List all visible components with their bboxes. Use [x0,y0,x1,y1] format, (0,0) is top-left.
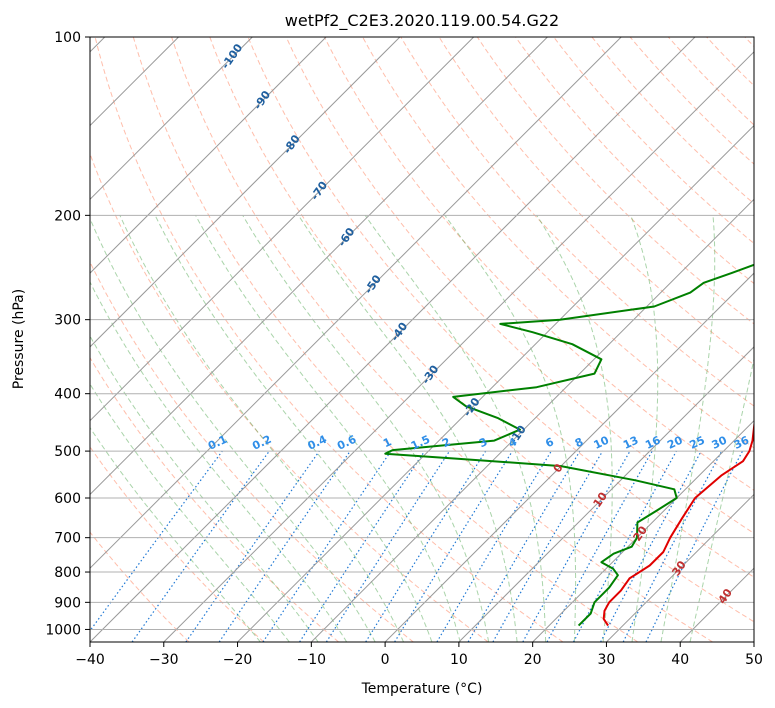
isotherm-line [384,272,754,642]
mixing-ratio-line [185,450,320,642]
y-tick-label: 700 [54,531,81,547]
mixing-ratio-label: 30 [710,433,730,451]
x-tick-label: −30 [149,652,179,668]
isotherm-line [90,37,475,422]
mixing-ratio-label: 16 [643,433,663,451]
dry-adiabat [515,37,754,285]
mixing-ratio-label: 25 [688,434,707,452]
y-tick-label: 200 [54,208,81,224]
isotherm-line [606,493,754,642]
mixing-ratio-line [325,450,451,642]
moist-adiabat [90,217,376,642]
isotherm-line [90,37,401,348]
x-tick-label: 40 [671,652,689,668]
mixing-ratio-line [262,450,392,642]
x-axis-ticks: −40 −30 −20 −10 0 10 20 30 40 50 [75,642,763,668]
dry-adiabat [323,37,754,491]
isotherm-line [90,37,622,569]
dry-adiabat [90,152,489,642]
mixing-ratio-line [299,450,426,642]
profiles [384,263,754,627]
isotherm-line [532,419,754,642]
y-tick-label: 800 [54,565,81,581]
mixing-ratio-label: 10 [592,433,612,451]
x-tick-label: −40 [75,652,105,668]
mixing-ratio-labels: 0.1 0.2 0.4 0.6 1 1.5 2 3 4 6 8 10 13 16 20 25 30 36 [206,433,751,453]
moist-adiabat [630,215,659,642]
moist-adiabat [689,356,754,642]
mixing-ratio-line [572,450,677,642]
isobar-gridlines [90,37,754,630]
dry-adiabat [171,37,713,642]
isotherm-line [90,37,327,274]
moist-adiabat [90,426,261,642]
dry-adiabat [132,37,639,642]
mixing-ratio-line [131,450,270,642]
x-tick-label: −10 [297,652,327,668]
dry-adiabat [362,37,754,449]
moist-adiabat [298,215,518,642]
mixing-ratio-label: 13 [621,434,640,452]
y-tick-label: 1000 [45,622,81,638]
dry-adiabat [90,446,265,642]
dry-adiabat [94,37,564,642]
dry-adiabat [90,356,339,642]
isotherm-line [237,124,754,642]
mixing-ratio-line [436,450,552,642]
mixing-ratio-lines [90,450,744,642]
isotherm-line [90,37,253,201]
dry-adiabat [209,37,754,623]
y-tick-label: 300 [54,313,81,329]
moist-adiabat [90,335,319,642]
x-axis-label: Temperature (°C) [361,681,483,697]
x-tick-label: 0 [381,652,390,668]
moist-adiabat [195,215,461,642]
moist-adiabat [154,215,433,642]
x-tick-label: 10 [450,652,468,668]
x-tick-label: 50 [745,652,763,668]
isotherm-line [90,37,696,642]
temperature-profile-line [602,421,754,627]
chart-title: wetPf2_C2E3.2020.119.00.54.G22 [285,11,559,31]
mixing-ratio-line [645,450,744,642]
moist-adiabat [536,215,613,642]
moist-adiabat [90,280,348,642]
isotherm-line [753,641,754,642]
mixing-ratio-label: 20 [665,433,685,451]
plot-background [90,37,754,642]
isotherm-line [163,51,754,642]
mixing-ratio-label: 36 [732,433,752,451]
dry-adiabat [438,37,754,366]
isotherm-line [310,198,754,642]
y-tick-label: 900 [54,595,81,611]
moist-adiabat [119,215,405,642]
moist-adiabat [364,215,547,642]
y-tick-label: 400 [54,387,81,403]
x-tick-label: 20 [524,652,542,668]
moist-adiabat [660,215,716,642]
dewpoint-profile-line [384,263,754,627]
mixing-ratio-line [492,450,604,642]
x-tick-label: 30 [598,652,616,668]
mixing-ratio-line [218,450,351,642]
isotherm-line [90,37,548,496]
y-tick-label: 600 [54,491,81,507]
isotherm-line [458,346,754,642]
y-axis-label: Pressure (hPa) [11,289,27,389]
y-tick-label: 500 [54,444,81,460]
dry-adiabat [90,531,190,642]
plot-frame [89,36,755,643]
y-tick-label: 100 [54,30,81,46]
x-tick-label: −20 [223,652,253,668]
mixing-ratio-line [546,450,653,642]
moist-adiabats [90,215,754,642]
mixing-ratio-line [467,450,581,642]
y-axis-ticks: 100 200 300 400 500 600 700 800 900 1000 [45,30,90,638]
skewed-isotherms [90,37,754,642]
